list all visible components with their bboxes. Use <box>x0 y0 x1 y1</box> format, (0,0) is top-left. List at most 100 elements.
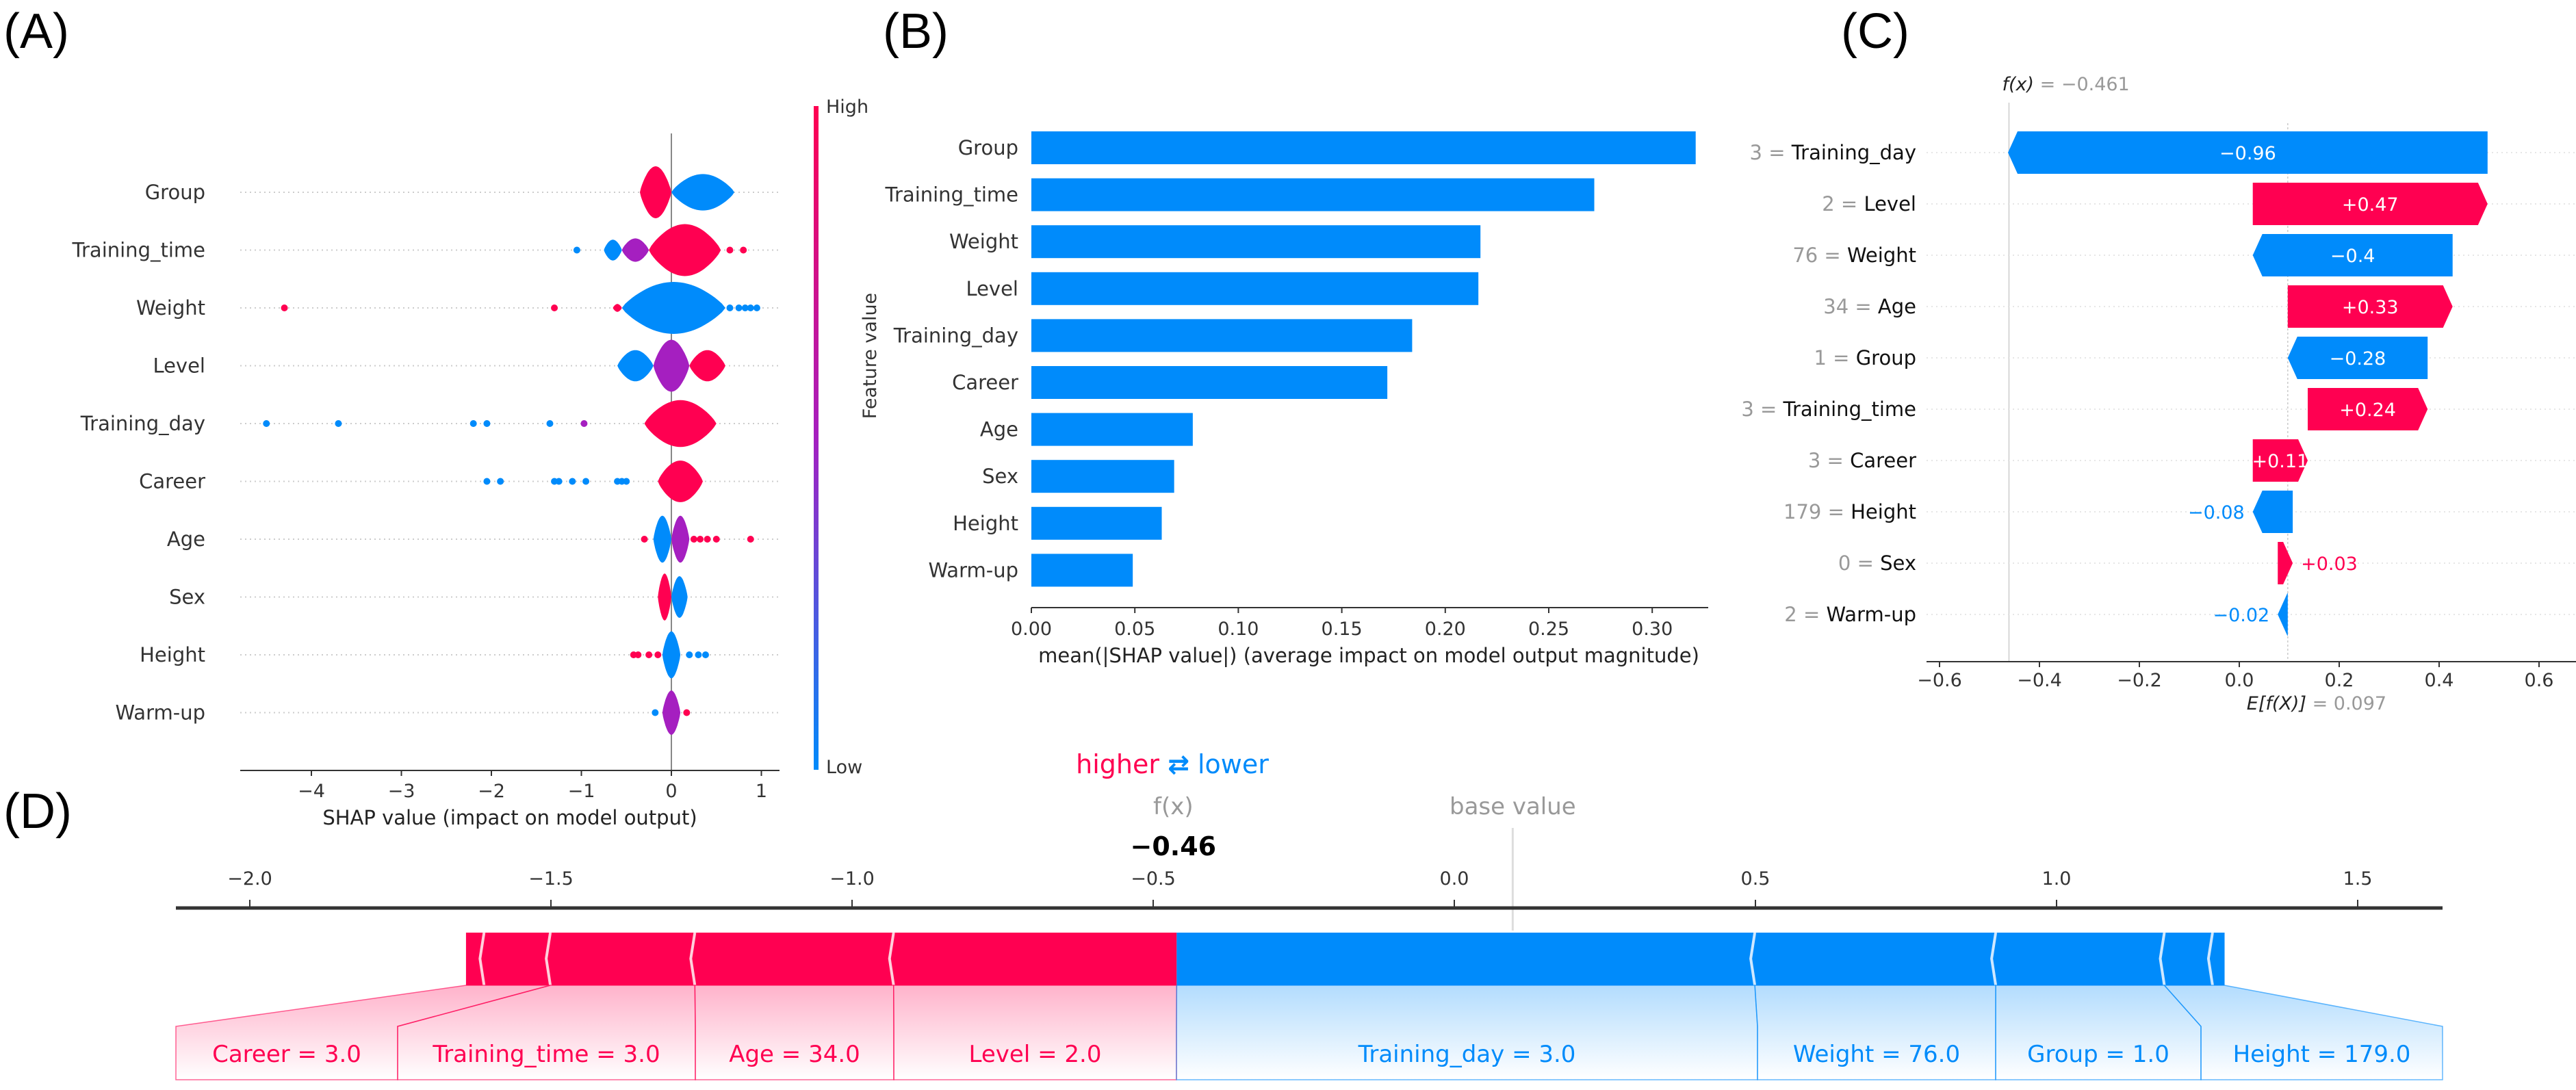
data-point <box>740 246 747 254</box>
feature-value: 2 = <box>1822 192 1864 216</box>
data-point <box>580 420 588 427</box>
bar-value-label: +0.03 <box>2301 554 2358 575</box>
legend-higher-lower: higher ⇄ lower <box>1076 749 1269 779</box>
feature-name: Weight <box>1847 244 1916 267</box>
category-label: Training_time <box>885 183 1018 207</box>
negative-bar <box>2008 131 2488 174</box>
negative-bar <box>2252 491 2293 533</box>
x-tick-label: 0.00 <box>1011 619 1052 640</box>
feature-label: Age <box>167 528 205 551</box>
segment-divider <box>1990 932 1998 986</box>
x-tick-label: 0.0 <box>1440 868 1469 890</box>
data-point <box>263 420 270 427</box>
feature-value: 1 = <box>1814 346 1856 369</box>
feature-value: 34 = <box>1823 295 1878 318</box>
feature-name: Training_time <box>1783 398 1916 421</box>
data-point <box>469 420 477 427</box>
panel-c-waterfall: 3 = Training_day −0.96 2 = Level +0.47 76 = … <box>1741 74 2576 714</box>
category-label: Level <box>966 277 1018 300</box>
category-label: Career <box>952 371 1018 394</box>
positive-bar <box>2252 439 2308 482</box>
data-point <box>573 246 580 254</box>
base-value: = 0.097 <box>2306 693 2386 714</box>
feature-name: Level <box>1864 192 1916 216</box>
data-point <box>747 304 754 311</box>
fx-label: f(x) <box>2002 74 2034 95</box>
data-point <box>569 478 576 485</box>
bar <box>1031 413 1193 446</box>
legend-arrow-icon: ⇄ <box>1168 749 1189 779</box>
fx-annotation: f(x) = −0.461 <box>2002 74 2129 95</box>
feature-label: 34 = Age <box>1823 295 1916 318</box>
x-tick-label: 0.20 <box>1425 619 1466 640</box>
panel-label-a: (A) <box>3 4 69 59</box>
data-point <box>747 536 754 543</box>
feature-value: 3 = <box>1741 398 1783 421</box>
feature-label: Height <box>140 643 205 666</box>
feature-name: Age <box>1878 295 1916 318</box>
feature-label: Sex <box>169 586 205 609</box>
x-tick-label: 0.4 <box>2425 670 2454 691</box>
data-point <box>704 536 711 543</box>
x-tick-label: −0.6 <box>1917 670 1962 691</box>
violin-blob <box>671 515 690 563</box>
bar-value-label: −0.4 <box>2330 246 2375 267</box>
panel-b-bar-importance: Group Training_time Weight Level Training_da… <box>860 131 1708 667</box>
positive-bar <box>2278 542 2293 584</box>
positive-force-bar <box>465 933 1177 985</box>
category-label: Warm-up <box>928 558 1018 582</box>
data-point <box>645 651 653 658</box>
base-label: E[f(X)] <box>2247 693 2306 714</box>
segment-divider <box>2159 932 2166 986</box>
x-tick-label: −1.0 <box>829 868 875 890</box>
violin-blob <box>671 576 688 618</box>
data-point <box>623 478 630 485</box>
panel-label-c: (C) <box>1841 4 1909 59</box>
feature-contribution-label: Career = 3.0 <box>212 1041 361 1068</box>
fx-value: −0.46 <box>1131 831 1217 861</box>
bar-value-label: −0.96 <box>2219 143 2276 164</box>
data-point <box>654 651 662 658</box>
feature-label: Training_time <box>72 239 205 262</box>
label-connector <box>2163 985 2443 1080</box>
category-label: Height <box>953 512 1018 535</box>
violin-blob <box>617 350 654 382</box>
label-connector <box>175 985 551 1080</box>
feature-label: Group <box>145 181 205 204</box>
feature-label: 3 = Career <box>1808 449 1916 472</box>
colorbar-low-label: Low <box>826 757 862 778</box>
x-tick-label: 0.2 <box>2325 670 2354 691</box>
feature-label: Training_day <box>80 412 205 435</box>
feature-contribution-label: Training_day = 3.0 <box>1358 1041 1576 1068</box>
fx-value: = −0.461 <box>2034 74 2130 95</box>
violin-blob <box>662 690 681 735</box>
feature-label: Career <box>139 470 205 493</box>
feature-name: Group <box>1856 346 1916 369</box>
bar-value-label: −0.02 <box>2213 605 2269 626</box>
bar <box>1031 178 1595 211</box>
bar <box>1031 366 1388 399</box>
x-tick-label: −3 <box>388 781 415 802</box>
x-tick-label: −1 <box>568 781 595 802</box>
feature-label: Level <box>153 354 205 378</box>
violin-blob <box>658 573 671 621</box>
feature-name: Career <box>1850 449 1916 472</box>
base-annotation: E[f(X)] = 0.097 <box>2247 693 2386 714</box>
feature-label: 2 = Level <box>1822 192 1916 216</box>
x-tick-label: −4 <box>298 781 325 802</box>
feature-contribution-label: Height = 179.0 <box>2233 1041 2411 1068</box>
x-tick-label: 0.05 <box>1114 619 1155 640</box>
data-point <box>683 709 691 716</box>
feature-value: 3 = <box>1808 449 1850 472</box>
segment-divider <box>689 932 697 986</box>
violin-blob <box>658 460 703 502</box>
bar <box>1031 225 1481 259</box>
data-point <box>551 304 558 311</box>
bar <box>1031 272 1479 305</box>
feature-name: Warm-up <box>1826 603 1916 626</box>
feature-value: 76 = <box>1792 244 1847 267</box>
bar-value-label: +0.24 <box>2339 400 2396 421</box>
data-point <box>634 651 642 658</box>
colorbar-high-label: High <box>826 96 868 118</box>
legend-higher: higher <box>1076 749 1168 779</box>
